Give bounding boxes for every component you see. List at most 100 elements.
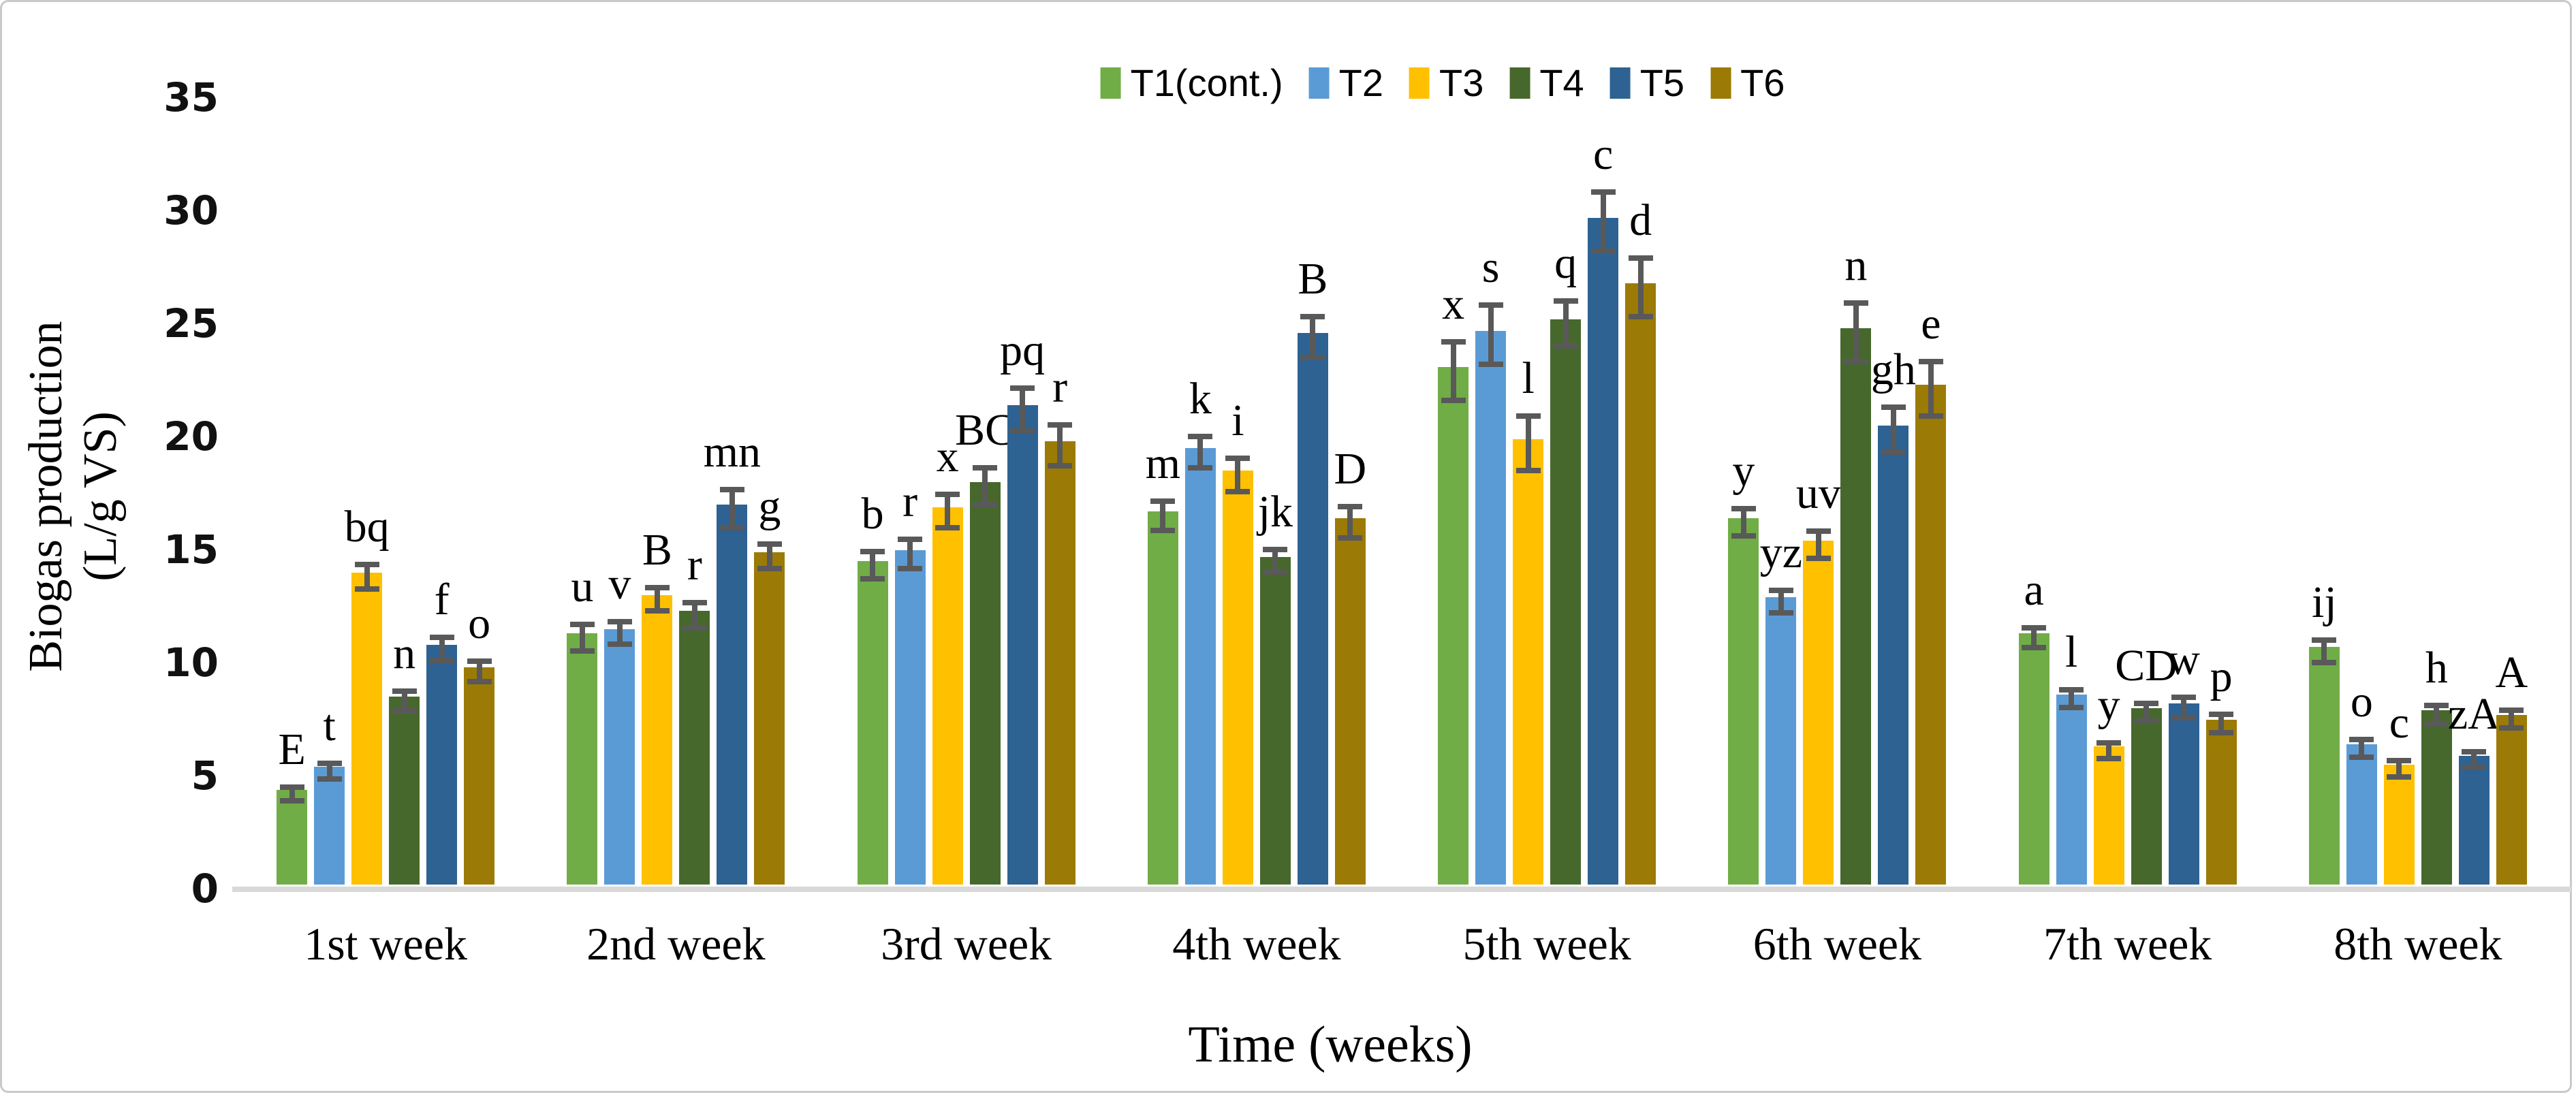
significance-label: v — [608, 559, 631, 609]
error-bar — [1488, 305, 1494, 364]
error-bar-cap — [1515, 413, 1541, 419]
significance-label: bq — [344, 501, 390, 552]
error-bar-cap — [1441, 338, 1466, 345]
error-bar-cap — [757, 566, 782, 572]
significance-label: b — [861, 489, 884, 539]
significance-label: gh — [1870, 344, 1916, 394]
error-bar-cap — [2022, 624, 2047, 631]
error-bar — [945, 494, 951, 528]
significance-label: l — [2064, 626, 2078, 677]
error-bar-cap — [1478, 302, 1503, 308]
error-bar — [870, 552, 876, 579]
y-tick-label: 30 — [163, 187, 219, 234]
bar-t6-week1 — [464, 667, 495, 885]
error-bar — [2069, 689, 2075, 708]
error-bar-cap — [1263, 569, 1288, 575]
error-bar-cap — [2059, 705, 2084, 711]
bar-t3-week6 — [1803, 541, 1834, 885]
error-bar-cap — [1338, 503, 1363, 509]
error-bar-cap — [1338, 535, 1363, 541]
significance-label: o — [468, 599, 491, 649]
significance-label: mn — [703, 427, 761, 477]
legend-item: T5 — [1609, 61, 1684, 105]
legend-item: T6 — [1710, 61, 1785, 105]
bar-t6-week6 — [1915, 385, 1947, 885]
legend-marker-t2 — [1308, 67, 1330, 99]
y-tick-label: 15 — [163, 526, 219, 573]
significance-label: D — [1334, 443, 1367, 494]
significance-label: s — [1481, 242, 1500, 293]
bar-t6-week8 — [2496, 715, 2527, 885]
x-tick-label: 7th week — [2043, 918, 2212, 970]
error-bar-cap — [2134, 700, 2159, 706]
error-bar-cap — [1048, 463, 1073, 469]
significance-label: p — [2210, 652, 2233, 702]
bar-t5-week6 — [1878, 426, 1909, 885]
error-bar-cap — [1590, 248, 1616, 254]
significance-label: h — [2425, 643, 2448, 693]
error-bar-cap — [2499, 707, 2524, 713]
y-tick-label: 25 — [163, 300, 219, 347]
significance-label: t — [323, 700, 336, 750]
significance-label: r — [687, 540, 702, 590]
error-bar-cap — [1628, 314, 1653, 320]
error-bar-cap — [354, 561, 379, 567]
error-bar-cap — [860, 549, 885, 555]
significance-label: B — [1298, 254, 1328, 304]
bar-t3-week8 — [2383, 765, 2415, 885]
bar-t4-week1 — [389, 697, 420, 885]
error-bar — [1197, 436, 1204, 468]
bar-t5-week8 — [2458, 755, 2489, 885]
bar-t6-week5 — [1625, 283, 1656, 885]
error-bar-cap — [682, 624, 707, 631]
legend: T1(cont.) T2 T3 T4 T5 T6 — [1100, 61, 1785, 105]
error-bar-cap — [719, 525, 744, 531]
error-bar-cap — [467, 658, 492, 665]
error-bar — [1020, 387, 1026, 431]
error-bar — [2396, 761, 2402, 777]
error-bar-cap — [1300, 314, 1325, 320]
error-bar-cap — [2134, 718, 2159, 725]
legend-item: T4 — [1509, 61, 1584, 105]
error-bar — [439, 637, 445, 661]
significance-label: q — [1554, 238, 1577, 288]
error-bar-cap — [2349, 754, 2374, 761]
significance-label: E — [278, 724, 306, 774]
error-bar-cap — [1225, 455, 1251, 461]
x-tick-label: 6th week — [1753, 918, 1922, 970]
bar-t2-week2 — [604, 629, 635, 885]
error-bar — [2106, 742, 2112, 759]
bar-t1cont-week4 — [1147, 511, 1178, 885]
significance-label: zA — [2447, 689, 2500, 740]
error-bar-cap — [644, 585, 670, 591]
y-tick-label: 35 — [163, 74, 219, 121]
error-bar — [654, 588, 660, 611]
x-tick-label: 8th week — [2334, 918, 2502, 970]
significance-label: a — [2024, 565, 2044, 615]
error-bar-cap — [682, 600, 707, 606]
bar-t5-week2 — [717, 505, 748, 885]
bar-t1cont-week5 — [1438, 366, 1469, 885]
error-bar-cap — [1768, 609, 1793, 616]
bar-t2-week7 — [2056, 695, 2087, 885]
error-bar-cap — [1441, 397, 1466, 403]
error-bar-cap — [317, 776, 342, 782]
significance-label: B — [642, 525, 672, 575]
error-bar — [2218, 714, 2225, 733]
error-bar — [289, 786, 295, 801]
significance-label: y — [1732, 446, 1755, 496]
error-bar-cap — [1843, 359, 1868, 365]
error-bar — [1160, 500, 1166, 530]
significance-label: x — [936, 431, 959, 481]
error-bar-cap — [607, 641, 632, 648]
error-bar-cap — [467, 679, 492, 685]
error-bar — [1057, 425, 1063, 466]
bar-t1cont-week7 — [2018, 633, 2049, 885]
error-bar — [1890, 407, 1896, 453]
significance-label: w — [2167, 635, 2200, 685]
error-bar-cap — [935, 491, 960, 497]
x-tick-label: 4th week — [1172, 918, 1341, 970]
error-bar-cap — [1478, 361, 1503, 367]
error-bar-cap — [860, 576, 885, 582]
